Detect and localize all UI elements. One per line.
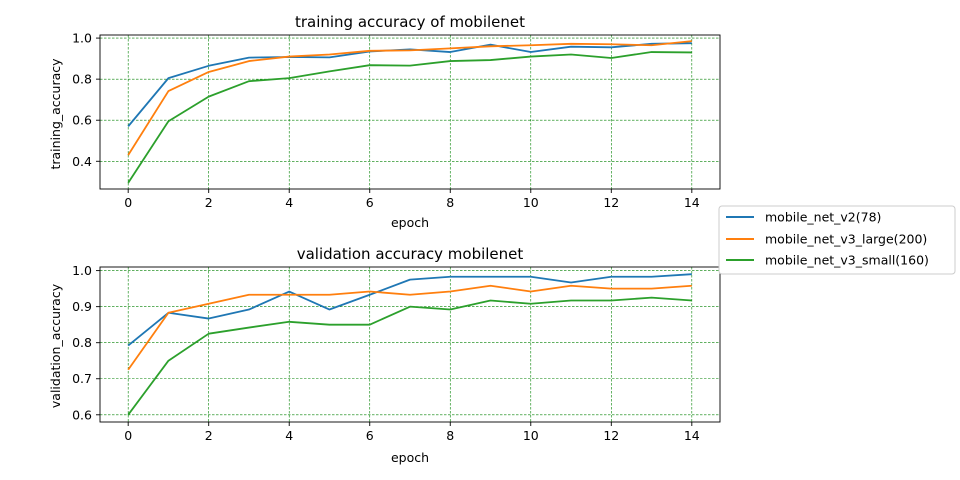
y-tick-label-2: 0.8 <box>72 335 92 350</box>
x-tick-label-6: 12 <box>603 195 619 210</box>
x-axis-label: epoch <box>391 215 429 230</box>
series-line-2 <box>127 296 692 416</box>
y-tick-label-0: 0.6 <box>72 407 92 422</box>
y-tick-label-0: 0.4 <box>72 154 92 169</box>
series-line-1 <box>127 284 692 371</box>
legend-label-1: mobile_net_v3_large(200) <box>765 232 927 247</box>
y-tick-label-3: 0.9 <box>72 299 92 314</box>
y-tick-label-1: 0.7 <box>72 371 92 386</box>
training-accuracy-chart: training accuracy of mobilenet epoch tra… <box>48 13 721 230</box>
legend-frame <box>718 205 956 275</box>
validation-accuracy-chart: validation accuracy mobilenet epoch vali… <box>48 245 721 465</box>
y-axis-label: training_accuracy <box>48 58 63 170</box>
x-tick-label-0: 0 <box>124 195 132 210</box>
legend-label-2: mobile_net_v3_small(160) <box>765 253 929 268</box>
x-axis-label: epoch <box>391 450 429 465</box>
legend-label-0: mobile_net_v2(78) <box>765 210 881 225</box>
x-tick-label-4: 8 <box>446 195 454 210</box>
plot-area <box>100 267 720 422</box>
x-tick-label-2: 4 <box>285 195 293 210</box>
y-tick-label-2: 0.8 <box>72 72 92 87</box>
y-tick-label-1: 0.6 <box>72 113 92 128</box>
plot-area <box>100 35 720 189</box>
y-tick-label-4: 1.0 <box>72 263 92 278</box>
x-tick-label-5: 10 <box>523 428 539 443</box>
x-tick-label-3: 6 <box>366 428 374 443</box>
x-tick-label-1: 2 <box>205 195 213 210</box>
series-line-1 <box>127 40 692 156</box>
legend: mobile_net_v2(78) mobile_net_v3_large(20… <box>718 205 956 275</box>
x-tick-label-2: 4 <box>285 428 293 443</box>
series-line-0 <box>127 273 692 347</box>
x-tick-label-3: 6 <box>366 195 374 210</box>
x-tick-label-0: 0 <box>124 428 132 443</box>
x-tick-label-5: 10 <box>523 195 539 210</box>
chart-title: training accuracy of mobilenet <box>295 13 525 31</box>
x-tick-label-4: 8 <box>446 428 454 443</box>
x-tick-label-7: 14 <box>684 428 700 443</box>
series-line-0 <box>127 42 692 127</box>
axes-frame <box>99 34 721 190</box>
chart-title: validation accuracy mobilenet <box>297 245 524 263</box>
x-tick-label-1: 2 <box>205 428 213 443</box>
x-tick-label-6: 12 <box>603 428 619 443</box>
y-axis-label: validation_accuracy <box>48 283 63 408</box>
series-line-2 <box>127 51 692 184</box>
axes-frame <box>99 266 721 423</box>
x-tick-label-7: 14 <box>684 195 700 210</box>
y-tick-label-3: 1.0 <box>72 31 92 46</box>
